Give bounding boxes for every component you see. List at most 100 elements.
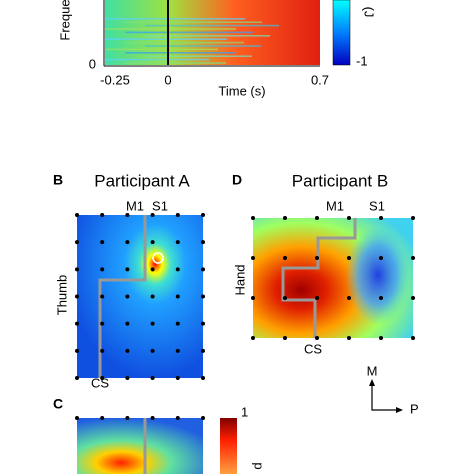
tf-stripe [105, 58, 209, 61]
electrode [347, 296, 351, 300]
electrode [251, 296, 255, 300]
electrode [379, 296, 383, 300]
panel-letter: B [53, 172, 63, 188]
electrode [150, 213, 155, 217]
electrode [283, 216, 287, 220]
electrode [201, 321, 205, 326]
electrode [75, 321, 79, 326]
electrode [251, 216, 255, 220]
electrode [100, 376, 105, 380]
electrode [379, 256, 383, 260]
electrode [283, 336, 287, 340]
arrow-head [396, 407, 403, 413]
electrode [283, 256, 287, 260]
electrode [100, 267, 105, 272]
electrode [75, 348, 79, 353]
electrode [175, 376, 180, 380]
electrode [75, 294, 79, 299]
tf-stripe [125, 31, 253, 34]
tf-stripe [125, 62, 226, 64]
electrode [201, 267, 205, 272]
electrode [411, 336, 415, 340]
electrode [315, 296, 319, 300]
electrode [150, 240, 155, 245]
map [77, 215, 203, 378]
electrode [150, 321, 155, 326]
colorbar-tick: -1 [356, 53, 368, 68]
panel-letter: C [53, 396, 63, 412]
electrode-marker [152, 252, 164, 264]
tf-stripe [105, 38, 227, 40]
x-tick-label: -0.25 [100, 72, 130, 87]
s1-label: S1 [152, 198, 168, 213]
electrode [201, 240, 205, 245]
tf-stripe [145, 45, 261, 47]
tf-stripe [105, 48, 218, 51]
electrode [379, 216, 383, 220]
tf-stripe [145, 35, 270, 37]
y-tick-label: 0 [89, 56, 96, 71]
electrode [201, 294, 205, 299]
electrode [125, 294, 130, 299]
electrode [125, 267, 130, 272]
electrode [75, 213, 79, 217]
electrode [411, 296, 415, 300]
electrode [347, 336, 351, 340]
arrow-head [369, 379, 375, 386]
electrode [100, 294, 105, 299]
electrode [175, 267, 180, 272]
cs-label: CS [91, 375, 109, 390]
electrode [75, 240, 79, 245]
electrode [75, 376, 79, 380]
electrode [100, 416, 105, 420]
electrode [100, 240, 105, 245]
tf-stripe [105, 18, 245, 20]
electrode [100, 213, 105, 217]
electrode [175, 348, 180, 353]
panel-title: Participant A [94, 171, 190, 190]
electrode [175, 321, 180, 326]
map [77, 418, 203, 474]
colorbar [332, 0, 351, 66]
electrode [315, 336, 319, 340]
orientation-arrows [371, 382, 400, 411]
x-label: Time (s) [218, 83, 265, 98]
electrode [125, 240, 130, 245]
tf-stripe [105, 28, 236, 30]
electrode [100, 348, 105, 353]
electrode [75, 416, 79, 420]
electrode [150, 267, 155, 272]
side-label: Hand [232, 264, 247, 295]
electrode [251, 256, 255, 260]
electrode [100, 321, 105, 326]
electrode [125, 416, 130, 420]
electrode [411, 216, 415, 220]
electrode [175, 240, 180, 245]
s1-label: S1 [369, 198, 385, 213]
electrode [411, 256, 415, 260]
tf-stripe [145, 24, 279, 27]
electrode [283, 296, 287, 300]
electrode [201, 416, 205, 420]
electrode [251, 336, 255, 340]
map-blob [346, 225, 410, 325]
electrode [125, 376, 130, 380]
colorbar-tick: 1 [241, 404, 248, 419]
electrode [125, 213, 130, 217]
electrode [150, 294, 155, 299]
side-label: Thumb [54, 275, 69, 315]
y-label: Freque [57, 0, 72, 41]
colorbar-label: p [252, 462, 267, 469]
tf-stripe [125, 21, 262, 23]
electrode [315, 216, 319, 220]
electrode [125, 321, 130, 326]
tf-stripe [145, 55, 252, 57]
electrode [75, 267, 79, 272]
x-tick-label: 0 [164, 72, 171, 87]
colorbar-label: (J [362, 7, 377, 18]
electrode [201, 213, 205, 217]
electrode [201, 348, 205, 353]
tf-stripe [125, 52, 235, 54]
medial-label: M [367, 363, 378, 378]
